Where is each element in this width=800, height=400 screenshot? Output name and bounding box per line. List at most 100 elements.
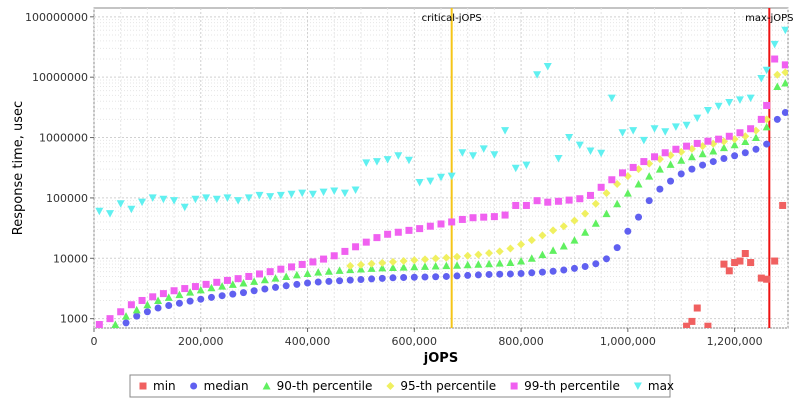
point-median	[229, 290, 237, 298]
point-95-th-percentile	[474, 250, 483, 259]
x-tick-label: 600,000	[392, 335, 438, 348]
point-max	[781, 26, 788, 35]
point-99-th-percentile	[394, 228, 402, 236]
point-max	[682, 121, 691, 130]
point-max	[234, 197, 243, 205]
x-tick-label: 1,000,000	[600, 335, 656, 348]
point-median	[207, 293, 215, 301]
point-99-th-percentile	[469, 214, 477, 222]
point-max	[266, 193, 275, 201]
point-max	[501, 127, 510, 135]
point-median	[272, 283, 280, 291]
point-95-th-percentile	[591, 199, 600, 208]
point-99-th-percentile	[117, 308, 125, 316]
point-99-th-percentile	[181, 285, 189, 293]
point-99-th-percentile	[565, 196, 573, 204]
point-median	[421, 273, 429, 281]
point-median	[400, 274, 408, 282]
point-90-th-percentile	[527, 254, 536, 262]
point-99-th-percentile	[661, 149, 669, 157]
point-95-th-percentile	[431, 254, 440, 263]
point-99-th-percentile	[255, 270, 263, 278]
point-90-th-percentile	[570, 236, 579, 244]
point-90-th-percentile	[164, 293, 173, 301]
point-median	[560, 266, 568, 274]
point-99-th-percentile	[170, 287, 178, 295]
point-99-th-percentile	[781, 61, 788, 69]
point-max	[762, 66, 771, 75]
point-99-th-percentile	[330, 252, 338, 260]
x-tick-label: 1,200,000	[707, 335, 763, 348]
point-99-th-percentile	[341, 247, 349, 255]
point-min	[688, 317, 696, 325]
point-median	[656, 185, 664, 193]
point-median	[368, 275, 376, 283]
marker-label: max-jOPS	[745, 13, 793, 24]
point-90-th-percentile	[730, 140, 739, 149]
point-median	[282, 282, 290, 290]
point-median	[731, 152, 739, 160]
point-max	[479, 145, 488, 153]
point-95-th-percentile	[399, 257, 408, 266]
point-max	[212, 195, 221, 204]
point-min	[779, 201, 787, 209]
point-95-th-percentile	[388, 257, 397, 266]
point-median	[635, 213, 643, 221]
x-axis-title: jOPS	[423, 351, 458, 366]
point-max	[714, 102, 723, 111]
point-median	[474, 271, 482, 279]
point-90-th-percentile	[463, 260, 472, 269]
point-max	[404, 156, 413, 165]
point-median	[336, 277, 344, 285]
point-99-th-percentile	[651, 153, 659, 161]
point-90-th-percentile	[111, 320, 120, 328]
point-median	[720, 154, 728, 162]
point-95-th-percentile	[420, 255, 429, 264]
y-axis-ticks: 1000 10000 100000 1000000 10000000 100000000	[25, 11, 94, 326]
point-90-th-percentile	[271, 274, 280, 282]
point-max	[351, 186, 360, 195]
x-tick-label: 0	[91, 335, 98, 348]
point-99-th-percentile	[437, 220, 445, 228]
point-90-th-percentile	[762, 122, 771, 131]
x-tick-label: 800,000	[498, 335, 544, 348]
point-max	[770, 40, 779, 49]
point-90-th-percentile	[186, 288, 195, 296]
point-99-th-percentile	[416, 225, 424, 233]
point-max	[116, 200, 125, 208]
point-90-th-percentile	[431, 262, 440, 270]
point-90-th-percentile	[613, 199, 622, 208]
point-max	[383, 156, 392, 164]
point-max	[127, 205, 136, 214]
point-99-th-percentile	[586, 191, 594, 199]
point-90-th-percentile	[495, 259, 504, 267]
point-max	[106, 210, 115, 218]
point-median	[239, 289, 247, 297]
point-90-th-percentile	[709, 146, 718, 155]
point-90-th-percentile	[250, 277, 259, 285]
legend-label-median: median	[204, 379, 249, 393]
point-median	[496, 270, 504, 278]
point-max	[522, 161, 531, 170]
threshold-markers: critical-jOPS max-jOPS	[422, 8, 794, 328]
point-max	[223, 194, 232, 202]
legend-swatch-95-th-percentile	[386, 382, 395, 390]
point-median	[752, 145, 760, 153]
point-95-th-percentile	[346, 261, 355, 270]
point-max	[362, 159, 371, 167]
point-min	[741, 250, 749, 258]
point-max	[725, 99, 734, 107]
point-95-th-percentile	[442, 253, 451, 262]
point-99-th-percentile	[480, 213, 488, 221]
point-max	[319, 188, 328, 197]
y-axis-title: Response time, usec	[11, 101, 26, 235]
point-90-th-percentile	[143, 300, 152, 309]
point-95-th-percentile	[781, 68, 788, 77]
point-99-th-percentile	[298, 260, 306, 268]
point-median	[688, 165, 696, 173]
point-90-th-percentile	[751, 133, 760, 142]
point-90-th-percentile	[442, 261, 451, 270]
point-99-th-percentile	[223, 276, 231, 284]
point-median	[781, 109, 788, 117]
point-max	[159, 195, 168, 204]
